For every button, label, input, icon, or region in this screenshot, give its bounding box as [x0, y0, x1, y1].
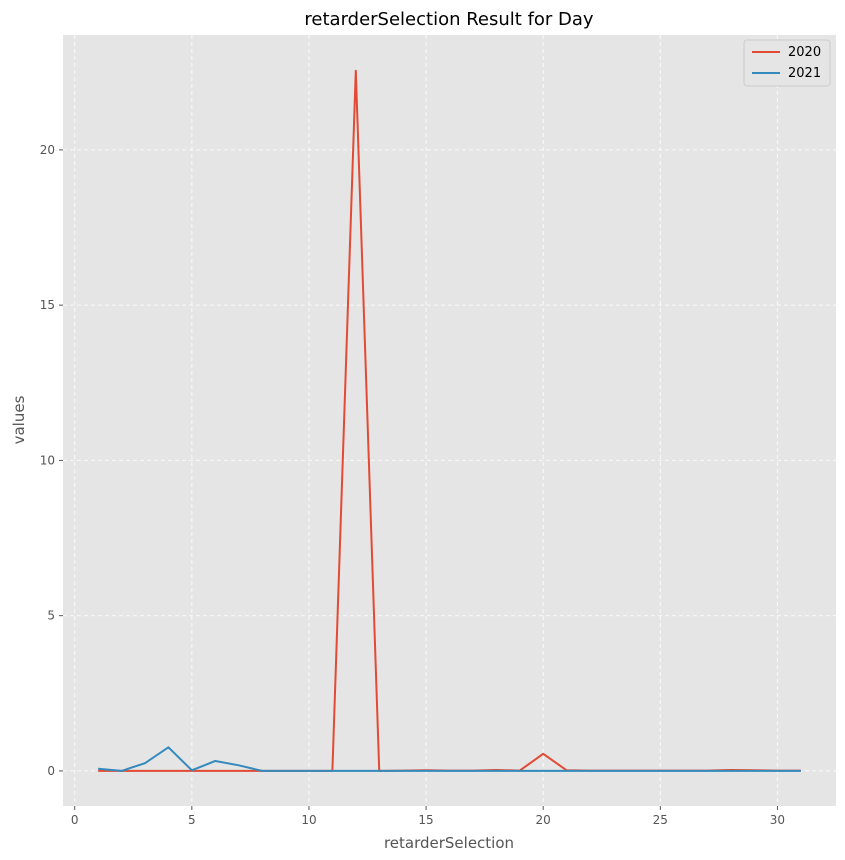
- y-axis-label: values: [10, 395, 28, 444]
- y-tick-label: 10: [40, 453, 55, 467]
- x-tick-label: 0: [71, 813, 79, 827]
- legend-label-2020: 2020: [788, 45, 821, 60]
- series-lines: [98, 69, 801, 772]
- x-tick-label: 20: [536, 813, 551, 827]
- y-tick-label: 0: [47, 764, 55, 778]
- x-tick-label: 10: [301, 813, 316, 827]
- x-axis-label: retarderSelection: [384, 834, 514, 852]
- y-tick-label: 20: [40, 143, 55, 157]
- x-tick-label: 5: [188, 813, 196, 827]
- x-tick-label: 25: [653, 813, 668, 827]
- tick-labels: 0 5 10 15 20 25 30 0 5 10 15 20: [40, 143, 785, 827]
- plot-background: [63, 35, 836, 806]
- y-tick-label: 5: [47, 609, 55, 623]
- series-line-2021: [98, 746, 801, 772]
- x-tick-label: 15: [418, 813, 433, 827]
- chart-title: retarderSelection Result for Day: [304, 9, 594, 30]
- x-tick-label: 30: [770, 813, 785, 827]
- legend-label-2021: 2021: [788, 66, 821, 81]
- y-tick-label: 15: [40, 298, 55, 312]
- legend: 2020 2021: [743, 39, 831, 87]
